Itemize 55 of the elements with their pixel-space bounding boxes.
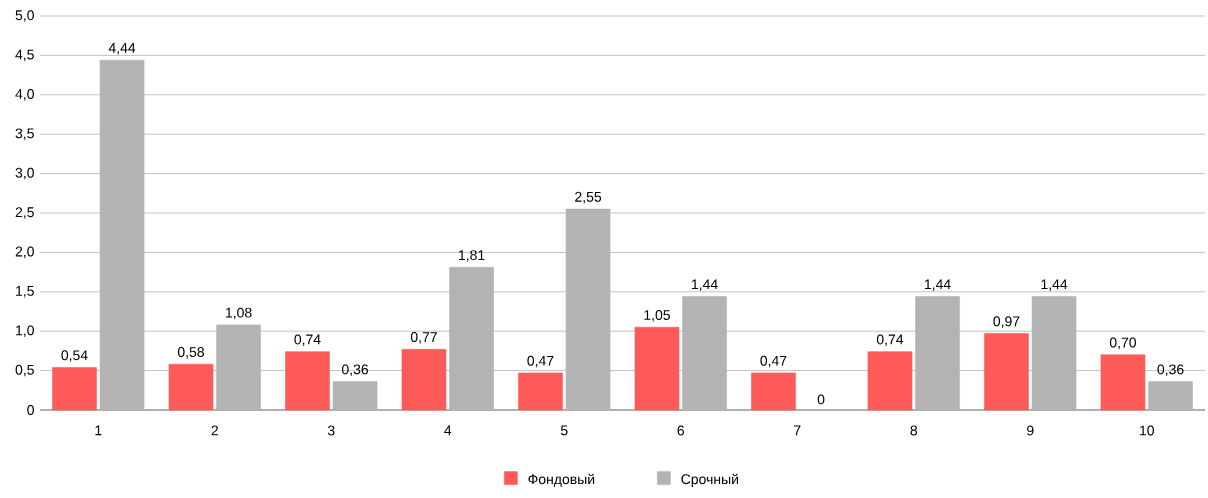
x-tick-label: 2: [211, 425, 218, 436]
y-tick-label: 4,0: [15, 89, 34, 101]
y-tick-label: 5,0: [15, 10, 34, 22]
bar: [52, 367, 97, 411]
data-label: 0,70: [1109, 337, 1137, 350]
data-label: 0,36: [341, 364, 369, 376]
y-tick-label: 3,5: [15, 128, 34, 140]
x-tick-label: 1: [95, 425, 102, 436]
legend-label: Срочный: [681, 473, 739, 487]
data-label: 1,44: [692, 279, 718, 291]
y-tick-label: 0: [27, 405, 34, 415]
x-tick-label: 4: [444, 425, 452, 436]
y-tick-label: 4,5: [15, 49, 34, 62]
bar: [168, 363, 214, 411]
legend-label: Фондовый: [528, 473, 595, 487]
bar: [285, 351, 330, 411]
x-tick-label: 6: [677, 425, 685, 436]
data-label: 0: [817, 394, 825, 405]
data-label: 0,77: [410, 332, 437, 344]
bar: [518, 372, 563, 411]
data-label: 0,58: [177, 347, 204, 359]
y-tick-label: 0,5: [15, 364, 34, 377]
x-tick-label: 9: [1027, 425, 1034, 436]
data-label: 1,44: [924, 279, 951, 291]
y-tick-label: 2,0: [15, 246, 34, 259]
x-tick-label: 10: [1140, 425, 1154, 436]
bar: [984, 333, 1029, 411]
bar: [1148, 381, 1193, 411]
x-tick-label: 5: [560, 425, 568, 436]
data-label: 4,44: [108, 43, 136, 55]
data-label: 2,55: [575, 191, 602, 204]
y-tick-label: 3,0: [15, 167, 34, 180]
data-label: 1,08: [226, 307, 252, 320]
x-tick-label: 7: [794, 425, 801, 436]
data-label: 1,05: [644, 310, 670, 322]
data-label: 1,81: [459, 250, 485, 262]
data-label: 0,97: [993, 316, 1020, 328]
bar: [634, 326, 680, 411]
data-label: 0,54: [61, 350, 88, 362]
bar: [1100, 354, 1146, 411]
data-label: 0,74: [294, 334, 321, 347]
x-tick-label: 3: [327, 425, 335, 436]
bar: [401, 349, 447, 411]
y-tick-label: 1,5: [16, 286, 34, 298]
data-label: 0,36: [1157, 364, 1184, 376]
x-tick-label: 8: [910, 425, 918, 436]
y-tick-label: 1,0: [16, 325, 34, 337]
bar: [332, 381, 378, 411]
bar: [867, 351, 913, 411]
data-label: 0,47: [527, 355, 554, 368]
data-label: 0,47: [760, 355, 787, 368]
data-label: 1,44: [1041, 279, 1068, 291]
y-tick-label: 2,5: [15, 207, 34, 219]
bar: [751, 372, 796, 411]
data-label: 0,74: [876, 334, 904, 347]
